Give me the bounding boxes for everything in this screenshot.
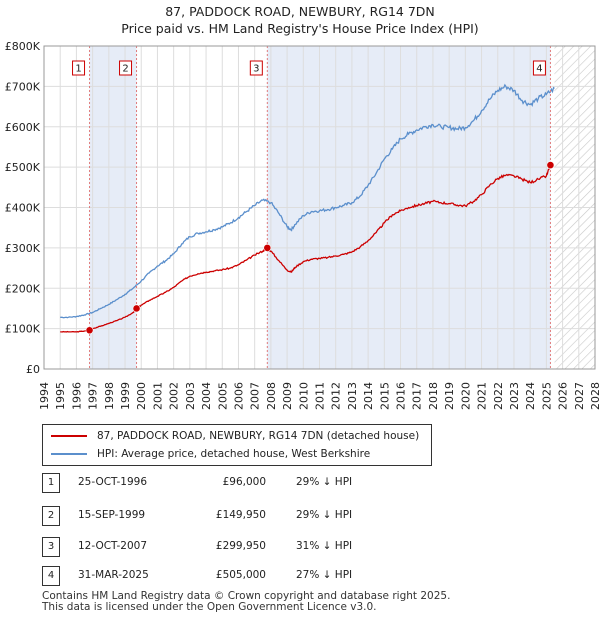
y-tick-label: £300K [5, 242, 41, 255]
x-tick-label: 2000 [135, 382, 148, 410]
x-tick-label: 1999 [119, 382, 132, 410]
legend-swatch-hpi [51, 453, 87, 455]
x-tick-label: 2008 [265, 382, 278, 410]
transaction-hpi-diff: 29% ↓ HPI [296, 509, 353, 521]
transaction-row: 3 12-OCT-2007 £299,950 31% ↓ HPI [40, 537, 460, 557]
x-tick-label: 2005 [216, 382, 229, 410]
x-tick-label: 2002 [168, 382, 181, 410]
x-tick-label: 2009 [281, 382, 294, 410]
transaction-number: 2 [42, 506, 60, 526]
transaction-price: £505,000 [215, 569, 266, 581]
x-tick-label: 2003 [184, 382, 197, 410]
sale-label-box [532, 60, 546, 76]
y-tick-label: £700K [5, 80, 41, 93]
y-tick-label: £100K [5, 323, 41, 336]
sale-point [546, 161, 555, 170]
x-tick-label: 2007 [249, 382, 262, 410]
legend-label-property: 87, PADDOCK ROAD, NEWBURY, RG14 7DN (det… [97, 430, 420, 442]
x-tick-label: 2012 [330, 382, 343, 410]
x-tick-label: 2011 [314, 382, 327, 410]
x-tick-label: 2006 [232, 382, 245, 410]
sale-label: 3 [253, 64, 259, 75]
sale-label-box [119, 60, 133, 76]
transaction-row: 1 25-OCT-1996 £96,000 29% ↓ HPI [40, 473, 460, 493]
sale-label: 4 [536, 64, 542, 75]
transaction-date: 25-OCT-1996 [78, 476, 147, 488]
x-tick-label: 2013 [346, 382, 359, 410]
footer: Contains HM Land Registry data © Crown c… [42, 591, 450, 613]
sale-label: 2 [122, 64, 128, 75]
sale-point [85, 326, 94, 335]
y-tick-label: £200K [5, 282, 41, 295]
transaction-date: 31-MAR-2025 [78, 569, 149, 581]
chart-legend: 87, PADDOCK ROAD, NEWBURY, RG14 7DN (det… [42, 424, 432, 466]
plot-frame [43, 45, 596, 370]
x-tick-label: 2022 [492, 382, 505, 410]
transaction-date: 12-OCT-2007 [78, 540, 147, 552]
x-tick-label: 2001 [151, 382, 164, 410]
transaction-number: 3 [42, 537, 60, 557]
y-tick-label: £600K [5, 121, 41, 134]
y-tick-label: £400K [5, 202, 41, 215]
x-tick-label: 2010 [297, 382, 310, 410]
transaction-hpi-diff: 27% ↓ HPI [296, 569, 353, 581]
x-tick-label: 1996 [70, 382, 83, 410]
x-tick-label: 2021 [476, 382, 489, 410]
legend-swatch-property [51, 435, 87, 437]
sale-label-box [72, 60, 86, 76]
x-tick-label: 2017 [411, 382, 424, 410]
x-tick-label: 1995 [54, 382, 67, 410]
sale-point [132, 304, 141, 313]
hpi-line [60, 83, 555, 319]
x-tick-label: 2023 [508, 382, 521, 410]
x-tick-label: 2016 [395, 382, 408, 410]
price-chart: 1 2 3 4 £0 £100K £200K £300K £400K £500K £600K £70… [5, 40, 600, 410]
sale-label: 1 [75, 64, 81, 75]
y-tick-label: £0 [26, 363, 40, 376]
x-tick-label: 2019 [443, 382, 456, 410]
transaction-price: £299,950 [215, 540, 266, 552]
x-tick-label: 2004 [200, 382, 213, 410]
chart-title: 87, PADDOCK ROAD, NEWBURY, RG14 7DN [165, 4, 435, 19]
transaction-row: 4 31-MAR-2025 £505,000 27% ↓ HPI [40, 566, 460, 586]
x-tick-label: 2014 [362, 382, 375, 410]
sale-label-box [249, 60, 263, 76]
x-tick-label: 1998 [103, 382, 116, 410]
x-tick-label: 2018 [427, 382, 440, 410]
transaction-number: 4 [42, 566, 60, 586]
footer-licence: This data is licensed under the Open Gov… [42, 601, 377, 613]
transaction-hpi-diff: 31% ↓ HPI [296, 540, 353, 552]
legend-label-hpi: HPI: Average price, detached house, West… [97, 448, 371, 460]
x-tick-label: 1994 [38, 382, 51, 410]
y-tick-label: £800K [5, 40, 41, 53]
x-tick-label: 2015 [378, 382, 391, 410]
chart-subtitle: Price paid vs. HM Land Registry's House … [121, 21, 479, 36]
footer-copyright: Contains HM Land Registry data © Crown c… [42, 590, 451, 602]
x-tick-label: 2027 [573, 382, 586, 410]
x-tick-label: 2026 [557, 382, 570, 410]
transaction-hpi-diff: 29% ↓ HPI [296, 476, 353, 488]
transaction-number: 1 [42, 473, 60, 493]
x-tick-label: 1997 [87, 382, 100, 410]
sale-point [263, 243, 272, 252]
x-tick-label: 2025 [540, 382, 553, 410]
x-tick-label: 2020 [459, 382, 472, 410]
x-tick-label: 2028 [589, 382, 600, 410]
transaction-date: 15-SEP-1999 [78, 509, 146, 521]
transaction-price: £96,000 [222, 476, 266, 488]
transaction-row: 2 15-SEP-1999 £149,950 29% ↓ HPI [40, 506, 460, 526]
x-tick-label: 2024 [524, 382, 537, 410]
y-tick-label: £500K [5, 161, 41, 174]
transaction-price: £149,950 [215, 509, 266, 521]
